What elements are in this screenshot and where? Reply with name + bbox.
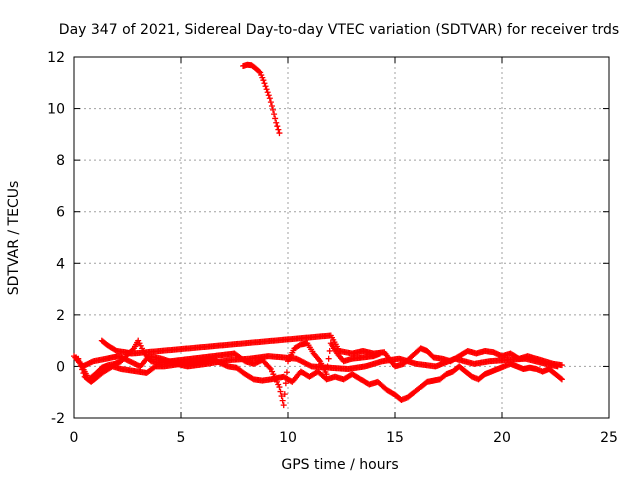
y-tick-label: 8 xyxy=(56,153,65,169)
series-lower-track xyxy=(75,355,565,403)
y-tick-label: 2 xyxy=(56,308,65,324)
x-tick-label: 25 xyxy=(600,430,618,446)
series-high-arc xyxy=(240,61,283,137)
data-point xyxy=(266,364,273,371)
data-point xyxy=(265,92,272,99)
data-point xyxy=(326,347,333,354)
data-point xyxy=(273,119,280,126)
data-point xyxy=(261,80,268,87)
plot-frame xyxy=(73,56,610,419)
y-tick-label: 12 xyxy=(47,50,65,66)
x-axis-label: GPS time / hours xyxy=(281,457,398,473)
data-point xyxy=(280,402,287,409)
data-point xyxy=(262,83,269,90)
data-point xyxy=(283,369,290,376)
x-tick-label: 20 xyxy=(493,430,511,446)
data-point xyxy=(277,388,284,395)
data-point xyxy=(276,384,283,391)
y-axis: -2 0 2 4 6 8 10 12 xyxy=(47,50,609,427)
data-point xyxy=(316,356,323,363)
data-point xyxy=(554,363,561,370)
data-point xyxy=(279,397,286,404)
x-axis: 0 5 10 15 20 25 xyxy=(70,57,618,446)
data-point xyxy=(281,391,288,398)
data-point xyxy=(268,102,275,109)
y-tick-label: 10 xyxy=(47,102,65,118)
data-point xyxy=(557,375,564,382)
series-mid-scatter xyxy=(73,353,561,373)
data-point xyxy=(278,393,285,400)
y-tick-label: 6 xyxy=(56,205,65,221)
data-point xyxy=(274,123,281,130)
y-tick-label: 4 xyxy=(56,256,65,272)
data-point xyxy=(256,68,263,75)
data-point xyxy=(267,99,274,106)
x-tick-label: 10 xyxy=(279,430,297,446)
data-point xyxy=(270,106,277,113)
data-point xyxy=(264,89,271,96)
data-point xyxy=(272,115,279,122)
data-point xyxy=(276,130,283,137)
data-point xyxy=(325,355,332,362)
x-tick-label: 5 xyxy=(177,430,186,446)
data-point xyxy=(263,86,270,93)
data-point xyxy=(558,376,565,383)
data-point xyxy=(271,111,278,118)
x-tick-label: 0 xyxy=(70,430,79,446)
y-axis-label: SDTVAR / TECUs xyxy=(6,181,22,296)
data-point xyxy=(558,362,565,369)
data-point xyxy=(266,95,273,102)
data-point xyxy=(260,77,267,84)
y-tick-label: -2 xyxy=(51,411,65,427)
chart-title: Day 347 of 2021, Sidereal Day-to-day VTE… xyxy=(59,22,619,38)
x-tick-label: 15 xyxy=(386,430,404,446)
data-points xyxy=(71,61,565,409)
data-point xyxy=(275,126,282,133)
data-point xyxy=(80,370,87,377)
y-tick-label: 0 xyxy=(56,359,65,375)
